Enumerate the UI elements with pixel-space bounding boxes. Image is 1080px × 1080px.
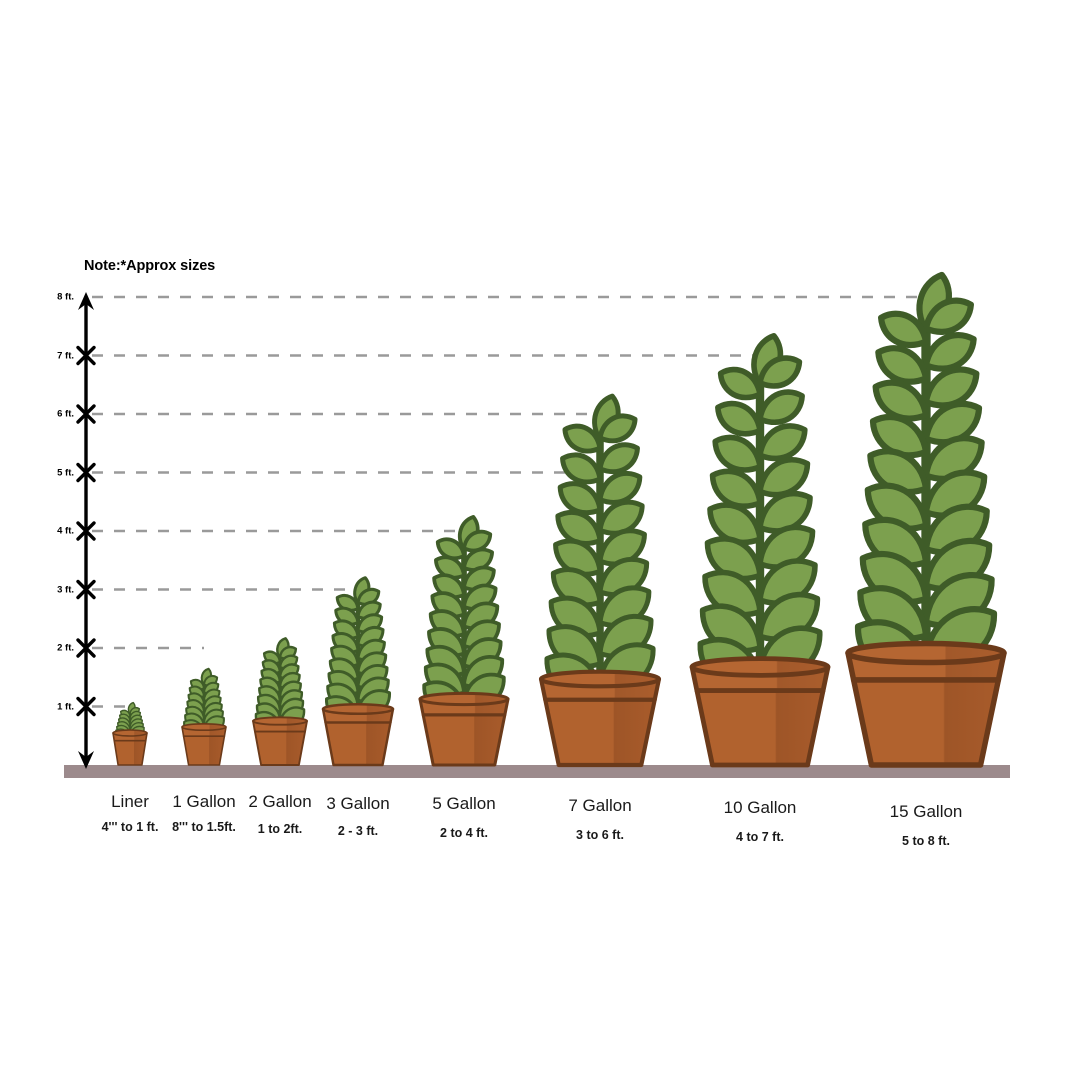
plant-gallon-5 bbox=[422, 514, 506, 716]
pot-body bbox=[694, 688, 826, 768]
column-subtitle-gallon-3: 2 - 3 ft. bbox=[337, 824, 379, 838]
pot-opening bbox=[252, 716, 308, 726]
pot-opening bbox=[845, 640, 1007, 666]
plant-gallon-7 bbox=[544, 393, 656, 700]
pot-gallon-3 bbox=[321, 703, 395, 767]
column-title-gallon-3: 3 Gallon bbox=[326, 794, 390, 813]
column-subtitle-liner: 4''' to 1 ft. bbox=[101, 820, 159, 834]
leaf-left-0 bbox=[717, 366, 763, 401]
column-title-gallon-10: 10 Gallon bbox=[723, 798, 797, 817]
pot-body bbox=[543, 697, 657, 768]
column-title-gallon-1: 1 Gallon bbox=[172, 792, 236, 811]
pot-gallon-10 bbox=[689, 656, 831, 768]
axis-tick-label-8ft: 8 ft. bbox=[57, 291, 74, 303]
pot-gallon-1 bbox=[181, 722, 227, 766]
axis-tick-label-2ft: 2 ft. bbox=[57, 642, 74, 654]
plant-gallon-1 bbox=[183, 667, 225, 738]
pot-body bbox=[324, 721, 392, 767]
note-label: Note:*Approx sizes bbox=[84, 258, 216, 274]
tick-x-3ft bbox=[76, 579, 96, 600]
tick-x-5ft bbox=[76, 462, 96, 483]
leaf-left-0 bbox=[562, 423, 603, 454]
leaf-left-1 bbox=[560, 452, 603, 485]
pot-liner bbox=[112, 729, 148, 766]
leaf-right-0 bbox=[757, 355, 803, 389]
leaf-right-1 bbox=[922, 332, 977, 372]
leaf-right-0 bbox=[922, 297, 974, 335]
leaf-left-1 bbox=[715, 400, 763, 437]
leaf-right-1 bbox=[597, 442, 640, 475]
tick-x-1ft bbox=[76, 696, 96, 717]
pot-opening bbox=[321, 703, 395, 715]
plant-gallon-10 bbox=[697, 333, 823, 690]
axis-tick-label-4ft: 4 ft. bbox=[57, 525, 74, 537]
column-subtitle-gallon-1: 8''' to 1.5ft. bbox=[172, 820, 236, 834]
pot-opening bbox=[181, 722, 227, 732]
pot-body bbox=[253, 730, 307, 766]
axis-arrow-up bbox=[78, 292, 94, 310]
column-title-liner: Liner bbox=[111, 792, 149, 811]
plants-group bbox=[112, 271, 1007, 768]
column-subtitle-gallon-10: 4 to 7 ft. bbox=[736, 830, 784, 844]
pot-body bbox=[113, 739, 147, 766]
axis-tick-label-6ft: 6 ft. bbox=[57, 408, 74, 420]
column-title-gallon-2: 2 Gallon bbox=[248, 792, 312, 811]
y-axis bbox=[76, 292, 96, 769]
leaf-left-0 bbox=[878, 310, 930, 349]
column-title-gallon-5: 5 Gallon bbox=[432, 794, 496, 813]
axis-tick-label-7ft: 7 ft. bbox=[57, 350, 74, 361]
column-subtitle-gallon-5: 2 to 4 ft. bbox=[440, 826, 488, 840]
axis-tick-label-5ft: 5 ft. bbox=[57, 467, 74, 478]
leaf-right-2 bbox=[757, 423, 808, 462]
ground-bar bbox=[64, 765, 1010, 778]
pot-body bbox=[182, 735, 226, 766]
pot-gallon-7 bbox=[538, 669, 662, 768]
leaf-right-1 bbox=[757, 389, 805, 426]
plant-gallon-3 bbox=[324, 576, 392, 724]
leaf-right-0 bbox=[597, 413, 638, 444]
axis-arrow-down bbox=[78, 751, 94, 769]
axis-tick-label-1ft: 1 ft. bbox=[57, 701, 74, 712]
tick-x-4ft bbox=[76, 521, 96, 541]
pot-opening bbox=[689, 656, 831, 678]
pot-opening bbox=[112, 729, 148, 737]
tick-x-7ft bbox=[76, 345, 96, 366]
ground-bar-rect bbox=[64, 765, 1010, 778]
column-subtitle-gallon-7: 3 to 6 ft. bbox=[576, 828, 624, 842]
leaf-left-1 bbox=[875, 345, 930, 385]
column-subtitle-gallon-15: 5 to 8 ft. bbox=[902, 834, 950, 848]
gridlines-group bbox=[92, 295, 926, 708]
pot-opening bbox=[538, 669, 662, 689]
pot-gallon-2 bbox=[252, 716, 308, 766]
pot-opening bbox=[418, 691, 510, 707]
column-title-gallon-7: 7 Gallon bbox=[568, 796, 632, 815]
tick-x-6ft bbox=[76, 404, 96, 424]
leaf-left-2 bbox=[712, 434, 763, 473]
column-subtitle-gallon-2: 1 to 2ft. bbox=[257, 822, 303, 836]
column-title-gallon-15: 15 Gallon bbox=[889, 802, 963, 821]
plant-gallon-15 bbox=[854, 271, 998, 679]
tick-x-2ft bbox=[76, 638, 96, 658]
pot-gallon-5 bbox=[418, 691, 510, 767]
pot-body bbox=[421, 713, 507, 767]
pot-gallon-15 bbox=[845, 640, 1007, 768]
pot-body bbox=[850, 677, 1002, 768]
axis-tick-label-3ft: 3 ft. bbox=[57, 584, 74, 595]
